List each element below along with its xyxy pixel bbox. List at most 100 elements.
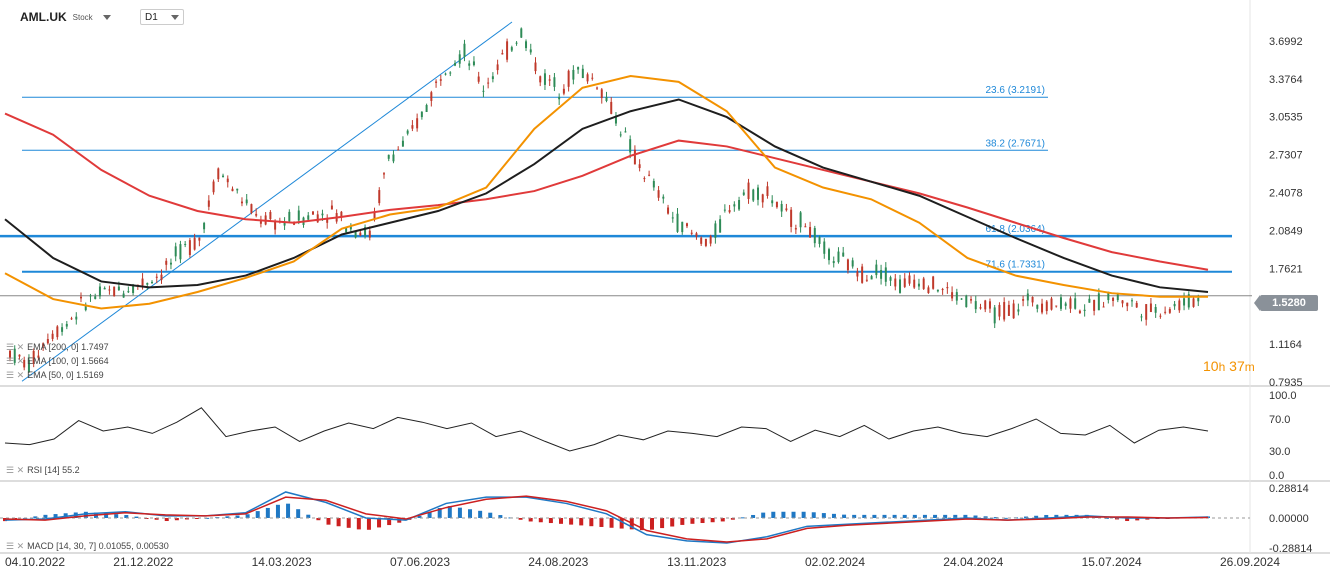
candle-body [231, 188, 234, 192]
candle-body [193, 237, 196, 250]
candle-body [198, 237, 201, 241]
close-icon[interactable]: ☰ ✕ [6, 541, 25, 551]
candle-body [605, 96, 608, 102]
macd-histogram-bar [104, 513, 109, 518]
candle-body [685, 223, 688, 227]
macd-histogram-bar [973, 515, 978, 518]
macd-histogram-bar [710, 518, 715, 523]
candle-body [160, 274, 163, 281]
candle-body [738, 200, 741, 210]
macd-histogram-bar [528, 518, 533, 522]
macd-histogram-bar [852, 514, 857, 518]
candle-body [444, 73, 447, 75]
legend-macd[interactable]: ☰ ✕ MACD [14, 30, 7] 0.01055, 0.00530 [6, 541, 169, 552]
candle-body [543, 73, 546, 85]
candle-body [752, 189, 755, 201]
candle-body [1036, 304, 1039, 309]
candle-body [946, 287, 949, 289]
date-tick-label: 04.10.2022 [5, 555, 65, 569]
candle-body [316, 214, 319, 223]
legend-rsi[interactable]: ☰ ✕ RSI [14] 55.2 [6, 465, 80, 476]
candle-body [236, 188, 239, 191]
date-tick-label: 24.04.2024 [943, 555, 1003, 569]
candle-body [1187, 294, 1190, 308]
legend-macd-text: MACD [14, 30, 7] 0.01055, 0.00530 [27, 541, 169, 551]
legend-ema50-text: EMA [50, 0] 1.5169 [27, 370, 104, 380]
price-tick-label: 3.3764 [1269, 74, 1303, 86]
macd-histogram-bar [761, 512, 766, 518]
macd-histogram-bar [468, 509, 473, 518]
macd-histogram-bar [538, 518, 543, 523]
candle-body [207, 200, 210, 207]
candle-countdown: 10h 37m [1203, 358, 1255, 374]
macd-histogram-bar [33, 516, 38, 518]
candle-body [804, 226, 807, 228]
candle-body [1159, 315, 1162, 317]
candle-body [458, 54, 461, 64]
macd-histogram-bar [83, 511, 88, 518]
candle-body [823, 241, 826, 254]
macd-histogram-bar [589, 518, 594, 527]
candle-body [155, 276, 158, 278]
close-icon[interactable]: ☰ ✕ [6, 370, 25, 380]
macd-histogram-bar [235, 515, 240, 518]
fib-label: 61.8 (2.0364) [986, 224, 1046, 235]
macd-histogram-bar [720, 518, 725, 522]
candle-body [794, 228, 797, 230]
candle-body [307, 215, 310, 220]
signal-line [4, 495, 1209, 543]
date-tick-label: 24.08.2023 [528, 555, 588, 569]
candle-body [283, 222, 286, 226]
candle-body [676, 213, 679, 232]
candle-body [212, 181, 215, 193]
candle-body [1097, 293, 1100, 311]
macd-histogram-bar [316, 518, 321, 521]
symbol-name: AML.UK [20, 10, 67, 24]
candle-body [856, 271, 859, 277]
candle-body [984, 300, 987, 310]
candle-body [1178, 300, 1181, 311]
candle-body [624, 131, 627, 133]
candle-body [529, 49, 532, 53]
candle-body [340, 211, 343, 218]
candle-body [695, 233, 698, 237]
candle-body [837, 251, 840, 263]
macd-histogram-bar [1024, 516, 1029, 518]
candle-body [766, 186, 769, 196]
legend-ema200[interactable]: ☰ ✕ EMA [200, 0] 1.7497 [6, 342, 109, 353]
candle-body [425, 105, 428, 112]
candle-body [1192, 298, 1195, 307]
macd-histogram-bar [953, 514, 958, 518]
candle-body [884, 267, 887, 282]
chevron-down-icon[interactable] [102, 14, 111, 20]
candle-body [572, 69, 575, 80]
legend-ema100[interactable]: ☰ ✕ EMA [100, 0] 1.5664 [6, 356, 109, 367]
macd-histogram-bar [831, 513, 836, 518]
candle-body [297, 210, 300, 221]
candle-body [728, 210, 731, 213]
candle-body [998, 304, 1001, 317]
macd-histogram-bar [205, 517, 210, 519]
close-icon[interactable]: ☰ ✕ [6, 465, 25, 475]
candle-body [960, 298, 963, 300]
close-icon[interactable]: ☰ ✕ [6, 342, 25, 352]
candle-body [619, 134, 622, 136]
candle-body [719, 219, 722, 233]
candle-body [132, 284, 135, 293]
candle-body [250, 204, 253, 214]
legend-ema50[interactable]: ☰ ✕ EMA [50, 0] 1.5169 [6, 370, 104, 381]
timeframe-select[interactable]: D1 [140, 9, 184, 25]
close-icon[interactable]: ☰ ✕ [6, 356, 25, 366]
candle-body [667, 207, 670, 214]
candle-body [501, 53, 504, 55]
candle-body [756, 187, 759, 200]
candle-body [828, 249, 831, 261]
candle-body [454, 63, 457, 66]
symbol-header[interactable]: AML.UK Stock [20, 10, 111, 24]
macd-histogram-bar [1145, 518, 1150, 520]
candle-body [1088, 298, 1091, 303]
candle-body [662, 196, 665, 199]
candle-body [742, 192, 745, 195]
